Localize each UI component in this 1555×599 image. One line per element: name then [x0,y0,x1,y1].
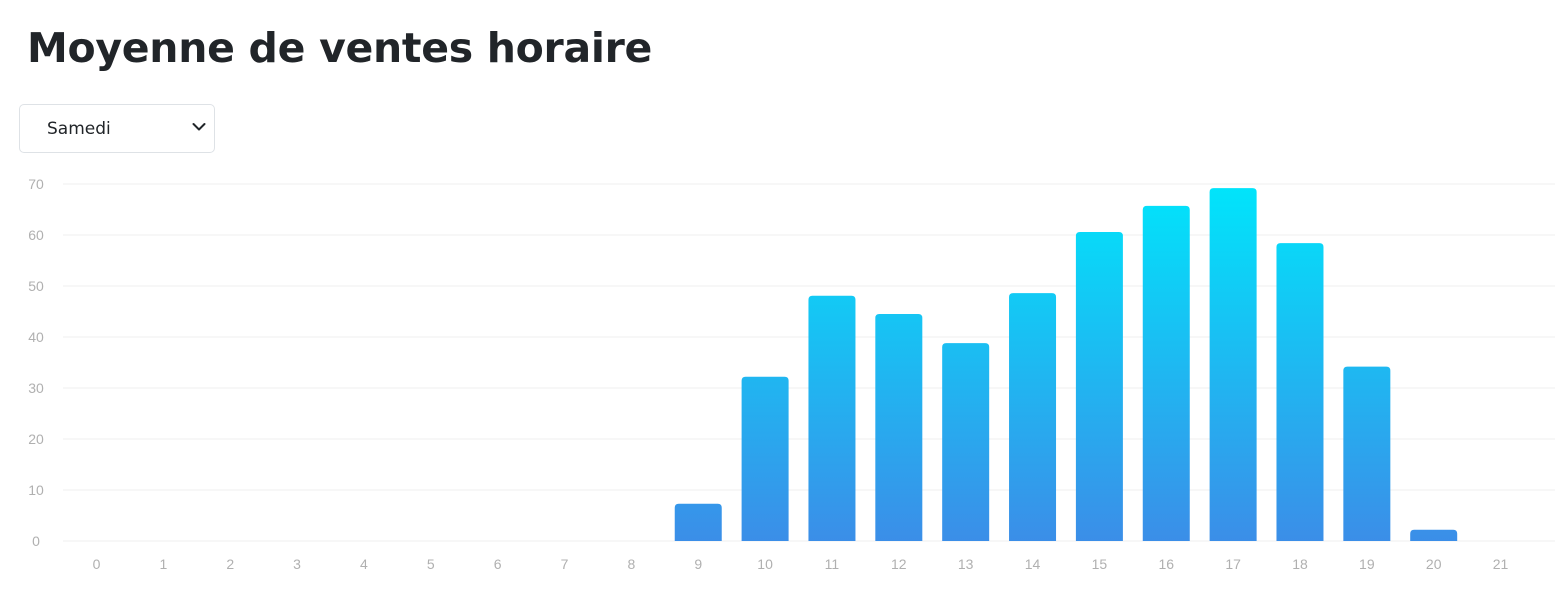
y-tick-label: 0 [32,533,40,549]
bar-hour-19 [1343,366,1391,541]
x-tick-label: 21 [1493,556,1509,572]
x-tick-label: 8 [627,556,635,572]
bar-hour-9 [674,503,722,541]
page-title: Moyenne de ventes horaire [27,24,653,72]
bar-hour-16 [1142,205,1190,541]
x-tick-label: 5 [427,556,435,572]
x-tick-label: 9 [694,556,702,572]
y-tick-label: 30 [28,380,44,396]
y-tick-label: 40 [28,329,44,345]
bar-hour-15 [1075,231,1123,541]
x-tick-label: 11 [825,556,840,572]
bar-hour-11 [808,295,856,541]
x-tick-label: 6 [494,556,502,572]
x-tick-label: 15 [1092,556,1108,572]
x-tick-label: 18 [1292,556,1308,572]
x-tick-label: 20 [1426,556,1442,572]
x-tick-label: 16 [1158,556,1174,572]
day-select[interactable]: Samedi [19,104,215,153]
bar-hour-20 [1410,529,1458,541]
x-tick-label: 17 [1225,556,1241,572]
x-tick-label: 14 [1025,556,1041,572]
x-tick-label: 1 [159,556,167,572]
x-tick-label: 12 [891,556,907,572]
y-tick-label: 10 [28,482,44,498]
bar-hour-14 [1009,293,1057,541]
x-tick-label: 2 [226,556,234,572]
x-tick-label: 19 [1359,556,1375,572]
bar-hour-18 [1276,243,1324,541]
chevron-down-icon [192,123,206,131]
x-tick-label: 4 [360,556,368,572]
y-tick-label: 50 [28,278,44,294]
bar-hour-10 [741,376,789,541]
x-tick-label: 13 [958,556,974,572]
y-tick-label: 70 [28,176,44,192]
y-tick-label: 20 [28,431,44,447]
y-tick-label: 60 [28,227,44,243]
bar-hour-12 [875,314,923,541]
x-tick-label: 7 [561,556,569,572]
x-tick-label: 10 [757,556,773,572]
bar-hour-13 [942,343,990,541]
x-tick-label: 0 [93,556,101,572]
bar-hour-17 [1209,188,1257,541]
x-tick-label: 3 [293,556,301,572]
day-select-value: Samedi [47,119,111,139]
